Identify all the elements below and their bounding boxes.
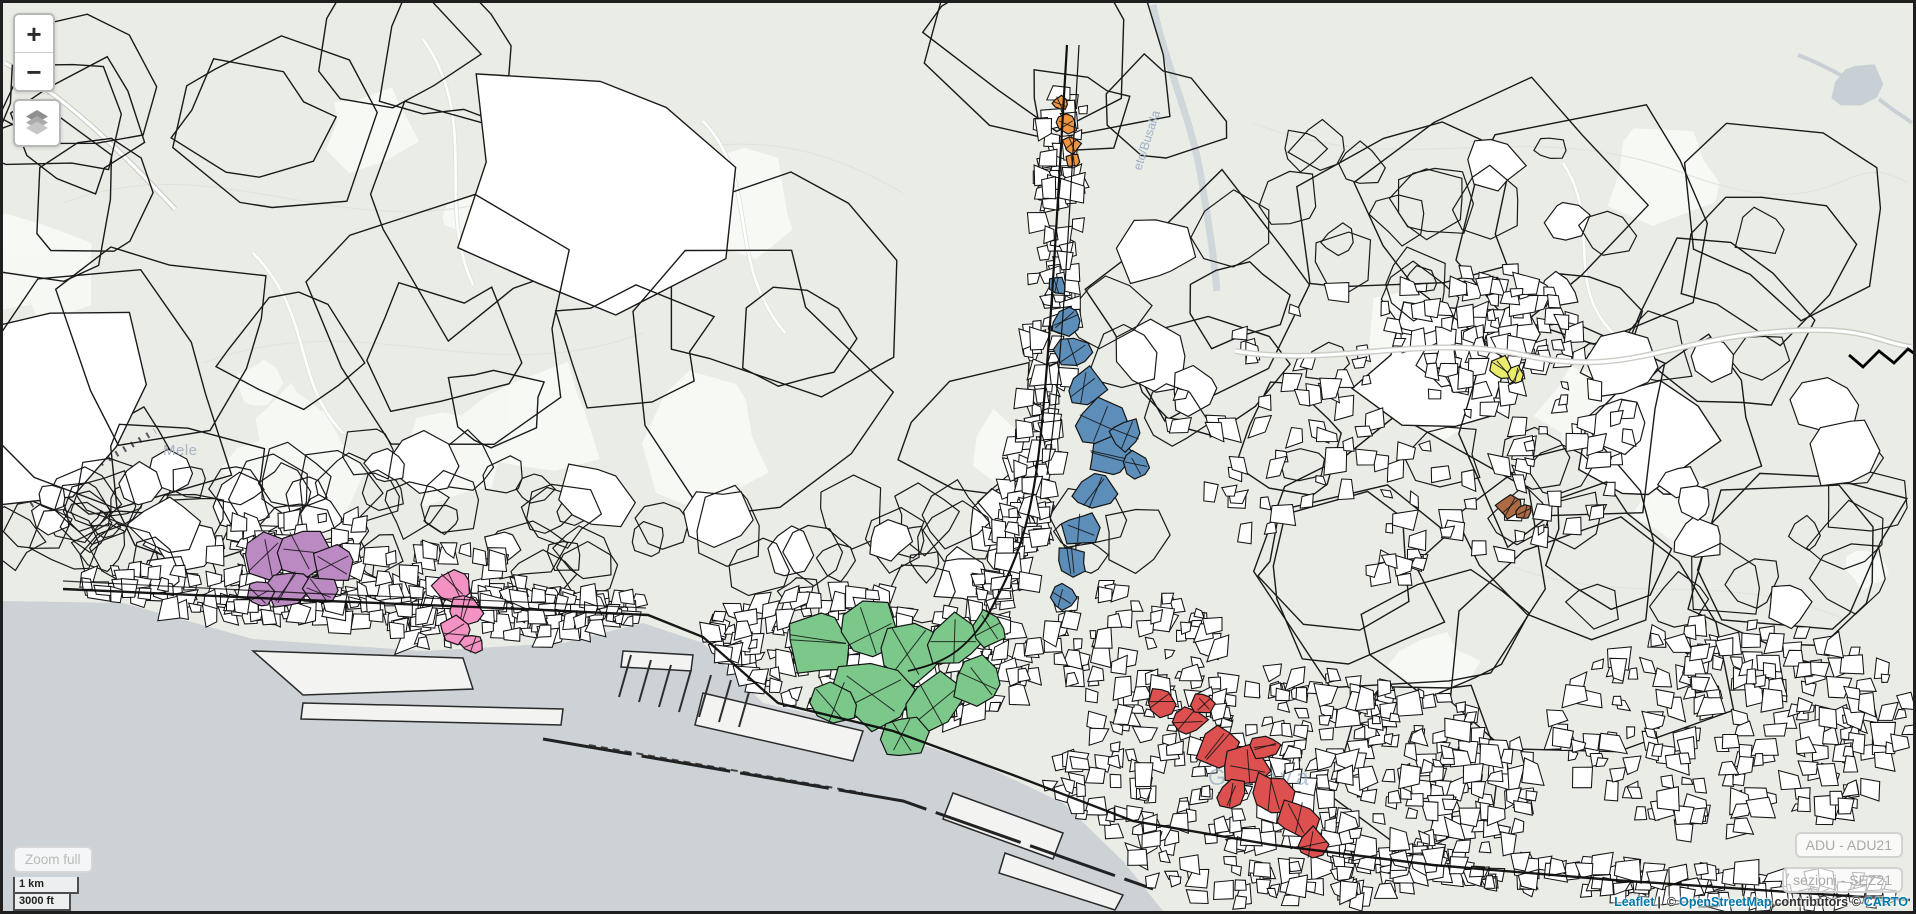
scale-metric: 1 km: [13, 877, 79, 894]
stream: [1797, 53, 1913, 125]
railway-zigzag: [1848, 347, 1913, 369]
attribution-divider: |: [1657, 895, 1661, 909]
breakwater: [542, 737, 1154, 891]
zoom-in-button[interactable]: +: [15, 15, 53, 53]
layers-icon: [23, 107, 51, 140]
zone-red[interactable]: [1147, 688, 1330, 859]
attribution-contributors: contributors ©: [1774, 895, 1861, 909]
road-label-busalla: eto/Busalla: [1131, 109, 1163, 172]
zone-brown[interactable]: [1494, 493, 1532, 521]
map-canvas[interactable]: GenovaMeleeto/Busalla: [3, 3, 1913, 911]
attribution-copy: ©: [1666, 895, 1677, 909]
zone-yellow[interactable]: [1489, 354, 1525, 384]
adu-layer-button[interactable]: ADU - ADU21: [1794, 832, 1903, 858]
zoom-control: + −: [13, 13, 55, 92]
zone-green[interactable]: [788, 600, 1006, 757]
contour-lines: [62, 122, 1909, 624]
lake: [1831, 64, 1884, 106]
osm-link[interactable]: OpenStreetMap: [1679, 895, 1772, 909]
layers-control-button[interactable]: [13, 99, 61, 147]
scale-control: 1 km 3000 ft: [13, 877, 79, 911]
sezioni-layer-button[interactable]: sezioni - SEZ21: [1782, 867, 1903, 893]
zone-pink[interactable]: [430, 569, 485, 654]
zoom-full-button[interactable]: Zoom full: [13, 846, 93, 873]
attribution: Leaflet | © OpenStreetMap contributors © CART…: [1614, 895, 1908, 909]
scale-imperial: 3000 ft: [13, 893, 71, 911]
leaflet-link[interactable]: Leaflet: [1614, 895, 1655, 909]
town-label-mele: Mele: [163, 442, 198, 459]
census-parcels-medium[interactable]: [3, 118, 1908, 630]
zoom-out-button[interactable]: −: [15, 53, 53, 90]
carto-link[interactable]: CARTO: [1863, 895, 1908, 909]
zone-blue[interactable]: [1048, 276, 1151, 612]
major-roads: [62, 44, 1913, 902]
